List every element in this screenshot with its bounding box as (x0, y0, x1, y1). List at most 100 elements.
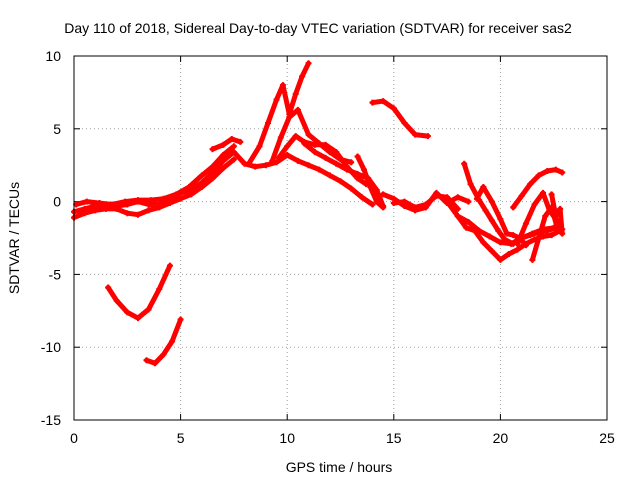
data-point (152, 360, 159, 367)
data-point (275, 154, 282, 161)
data-point (480, 239, 487, 246)
data-point (305, 162, 312, 169)
data-point (369, 99, 376, 106)
data-point (465, 218, 472, 225)
data-point (160, 351, 167, 358)
data-point (548, 232, 555, 239)
x-tick-label: 25 (599, 430, 615, 446)
series-line-arc-low-1 (105, 263, 173, 321)
data-point (367, 184, 374, 191)
data-point (230, 149, 237, 156)
y-tick-label: 10 (45, 48, 61, 64)
data-point (380, 191, 387, 198)
data-point (454, 213, 461, 220)
data-point (497, 216, 504, 223)
data-point (322, 141, 329, 148)
data-point (92, 207, 99, 214)
data-point (166, 200, 173, 207)
data-point (134, 197, 141, 204)
data-point (557, 205, 564, 212)
data-point (105, 284, 112, 291)
y-tick-label: 5 (53, 121, 61, 137)
data-point (495, 227, 502, 234)
data-point (311, 141, 318, 148)
x-tick-label: 10 (279, 430, 295, 446)
data-point (527, 181, 534, 188)
data-point (209, 163, 216, 170)
data-point (333, 149, 340, 156)
series-line-tail-8 (549, 191, 565, 237)
data-point (109, 201, 116, 208)
data-point (265, 119, 272, 126)
data-point (113, 297, 120, 304)
data-point (269, 157, 276, 164)
data-point (514, 240, 521, 247)
data-point (124, 210, 131, 217)
data-point (284, 152, 291, 159)
data-point (292, 133, 299, 140)
data-point (476, 227, 483, 234)
data-point (559, 230, 566, 237)
data-point (522, 242, 529, 249)
series-line-band-lower (71, 156, 237, 221)
y-tick-label: -5 (49, 266, 62, 282)
data-point (305, 60, 312, 67)
data-point (156, 204, 163, 211)
data-point (529, 256, 536, 263)
data-point (497, 256, 504, 263)
data-point (209, 169, 216, 176)
data-point (552, 213, 559, 220)
data-point (311, 149, 318, 156)
data-point (559, 169, 566, 176)
y-axis-label: SDTVAR / TECUs (6, 182, 22, 294)
data-point (292, 90, 299, 97)
data-point (143, 357, 150, 364)
data-point (198, 184, 205, 191)
data-point (333, 160, 340, 167)
chart-title: Day 110 of 2018, Sidereal Day-to-day VTE… (64, 20, 572, 36)
data-point (390, 200, 397, 207)
x-tick-label: 5 (177, 430, 185, 446)
data-point (488, 248, 495, 255)
x-axis-label: GPS time / hours (286, 459, 393, 475)
data-point (273, 96, 280, 103)
data-point (360, 166, 367, 173)
data-point (96, 200, 103, 207)
data-point (473, 195, 480, 202)
data-point (237, 138, 244, 145)
data-point (535, 172, 542, 179)
data-point (228, 135, 235, 142)
data-point (177, 316, 184, 323)
data-point (177, 195, 184, 202)
data-point (373, 186, 380, 193)
data-point (424, 133, 431, 140)
data-point (542, 213, 549, 220)
data-point (480, 184, 487, 191)
data-point (540, 189, 547, 196)
x-tick-label: 20 (493, 430, 509, 446)
data-point (510, 232, 517, 239)
data-point (510, 204, 517, 211)
data-point (348, 159, 355, 166)
data-series (71, 60, 566, 367)
data-point (230, 156, 237, 163)
data-point (552, 166, 559, 173)
data-point (299, 73, 306, 80)
data-point (147, 197, 154, 204)
data-point (252, 163, 259, 170)
data-point (326, 172, 333, 179)
data-point (186, 184, 193, 191)
data-point (465, 198, 472, 205)
data-point (467, 181, 474, 188)
data-point (145, 207, 152, 214)
data-point (358, 194, 365, 201)
data-point (454, 205, 461, 212)
data-point (544, 168, 551, 175)
y-tick-label: -15 (41, 412, 61, 428)
data-point (284, 143, 291, 150)
data-point (505, 251, 512, 258)
data-point (83, 198, 90, 205)
data-point (245, 160, 252, 167)
x-tick-label: 0 (70, 430, 78, 446)
